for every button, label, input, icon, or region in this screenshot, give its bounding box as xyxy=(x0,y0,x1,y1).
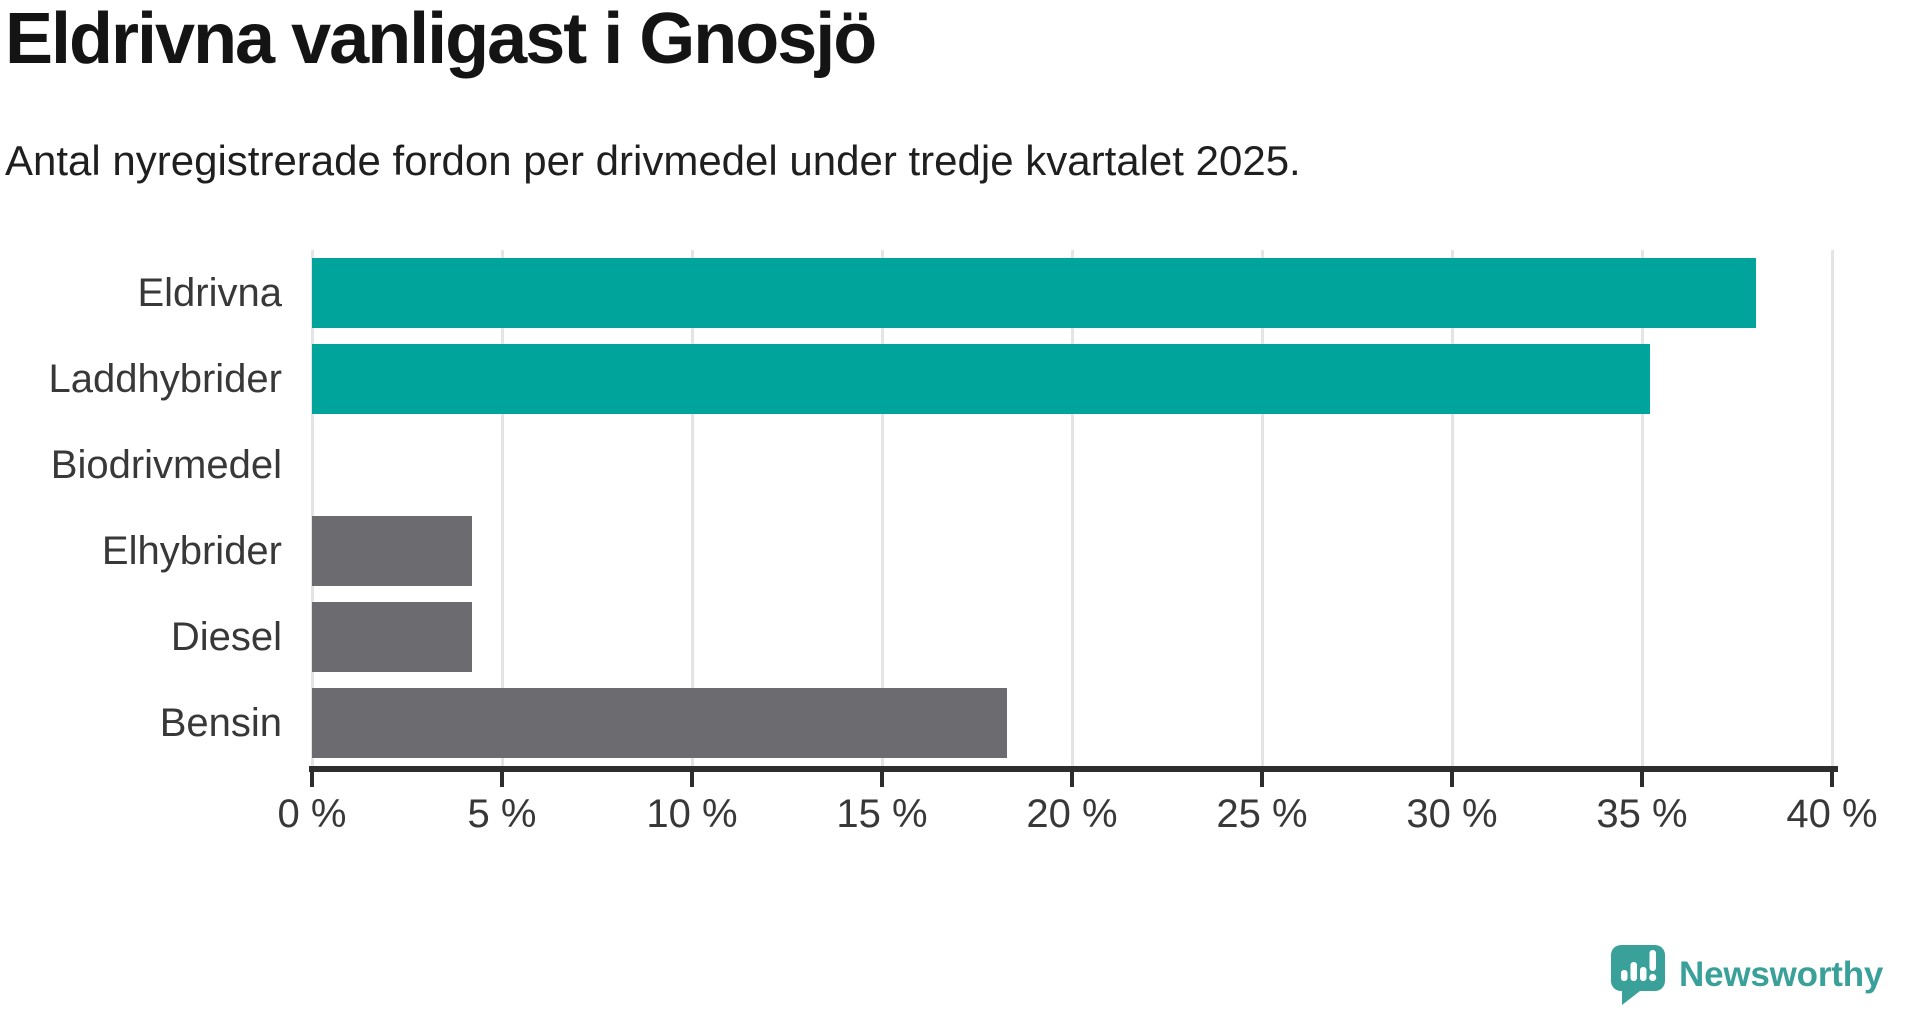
bar-bensin xyxy=(312,688,1008,758)
gridline-10 xyxy=(690,250,694,766)
logo-bar-glyphs xyxy=(1621,950,1657,982)
x-axis-line xyxy=(309,766,1838,772)
x-tick-0 xyxy=(310,772,314,787)
x-tick-40 xyxy=(1830,772,1834,787)
x-tick-label-15: 15 % xyxy=(836,792,928,836)
gridline-35 xyxy=(1640,250,1644,766)
category-label-diesel: Diesel xyxy=(170,614,282,659)
y-axis-labels: Eldrivna Laddhybrider Biodrivmedel Elhybrid… xyxy=(0,250,312,766)
x-tick-label-35: 35 % xyxy=(1596,792,1688,836)
chart-subtitle: Antal nyregistrerade fordon per drivmede… xyxy=(5,137,1301,184)
newsworthy-logo-text: Newsworthy xyxy=(1679,955,1884,994)
bar-diesel xyxy=(312,602,472,672)
x-tick-label-25: 25 % xyxy=(1216,792,1308,836)
x-tick-label-40: 40 % xyxy=(1786,792,1878,836)
x-tick-label-10: 10 % xyxy=(646,792,738,836)
plot-area: 0 % 5 % 10 % 15 % 20 % 25 % 30 % 35 % 40 % xyxy=(278,250,1878,836)
gridline-5 xyxy=(500,250,504,766)
x-tick-5 xyxy=(500,772,504,787)
gridline-25 xyxy=(1260,250,1264,766)
gridline-20 xyxy=(1070,250,1074,766)
bar-elhybrider xyxy=(312,516,472,586)
bar-laddhybrider xyxy=(312,344,1650,414)
x-tick-25 xyxy=(1260,772,1264,787)
category-label-eldrivna: Eldrivna xyxy=(137,270,282,315)
gridline-40 xyxy=(1830,250,1834,766)
chart-title: Eldrivna vanligast i Gnosjö xyxy=(5,0,877,79)
x-tick-label-30: 30 % xyxy=(1406,792,1498,836)
x-tick-30 xyxy=(1450,772,1454,787)
bar-eldrivna xyxy=(312,258,1756,328)
gridline-30 xyxy=(1450,250,1454,766)
x-tick-35 xyxy=(1640,772,1644,787)
x-tick-label-0: 0 % xyxy=(277,792,347,836)
category-label-elhybrider: Elhybrider xyxy=(101,528,282,573)
x-tick-label-20: 20 % xyxy=(1026,792,1118,836)
gridline-0 xyxy=(310,250,314,766)
newsworthy-logo-icon xyxy=(1611,945,1665,1005)
x-tick-15 xyxy=(880,772,884,787)
newsworthy-logo: Newsworthy xyxy=(1610,944,1883,1006)
gridline-15 xyxy=(880,250,884,766)
x-tick-20 xyxy=(1070,772,1074,787)
category-label-laddhybrider: Laddhybrider xyxy=(48,356,283,401)
category-label-bensin: Bensin xyxy=(159,700,282,745)
x-tick-10 xyxy=(690,772,694,787)
category-label-biodrivmedel: Biodrivmedel xyxy=(50,442,282,487)
x-tick-label-5: 5 % xyxy=(467,792,537,836)
